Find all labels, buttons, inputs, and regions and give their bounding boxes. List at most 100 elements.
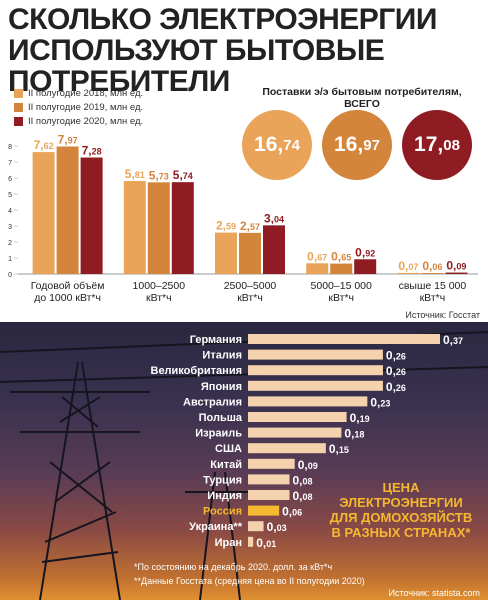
bar-2-2 [263, 225, 285, 274]
legend-label: II полугодие 2018, млн ед. [28, 87, 144, 99]
bar-value-label: 0,07 [398, 259, 418, 273]
legend-item-2018: II полугодие 2018, млн ед. [14, 86, 143, 100]
bar-1-3 [330, 263, 353, 274]
category-label: кВт*ч [328, 292, 354, 304]
bar-value-label: 7,62 [34, 138, 54, 152]
total-value-frac: 08 [443, 136, 460, 154]
bar-value-label: 0,92 [355, 245, 375, 259]
price-value-label: 0,18 [344, 427, 364, 441]
category-label: Годовой объём [31, 280, 105, 292]
bar-0-1 [123, 181, 146, 274]
bar-0-3 [306, 263, 329, 274]
bar-1-0 [56, 146, 79, 274]
price-bar-7 [248, 443, 326, 454]
price-bar-6 [248, 427, 342, 438]
bar-value-label: 5,74 [173, 168, 193, 182]
top-section: СКОЛЬКО ЭЛЕКТРОЭНЕРГИИ ИСПОЛЬЗУЮТ БЫТОВЫ… [8, 4, 488, 320]
bar-0-0 [32, 152, 55, 274]
bar-2-1 [171, 182, 194, 274]
country-label: Россия [203, 506, 242, 518]
price-bar-5 [248, 412, 347, 422]
bar-value-label: 0,65 [331, 250, 351, 264]
price-value-label: 0,26 [386, 349, 406, 363]
legend-swatch [14, 102, 23, 112]
price-title-line: ДЛЯ ДОМОХОЗЯЙСТВ [329, 510, 473, 525]
price-value-label: 0,01 [256, 536, 276, 550]
price-bar-3 [248, 380, 383, 391]
bar-0-2 [215, 232, 237, 274]
price-value-label: 0,26 [386, 380, 406, 394]
bar-value-label: 3,04 [264, 211, 284, 225]
country-label: Украина** [189, 521, 243, 533]
price-value-label: 0,08 [293, 489, 313, 503]
total-value-int: 17, [414, 133, 444, 156]
bar-0-4 [397, 272, 420, 274]
category-label: кВт*ч [146, 292, 172, 304]
totals-label: Поставки э/э бытовым потребителям, ВСЕГО [246, 86, 478, 110]
bar-2-3 [354, 259, 377, 274]
y-tick-label: 7 [8, 160, 12, 167]
category-label: свыше 15 000 [399, 280, 467, 292]
price-title-line: ЭЛЕКТРОЭНЕРГИИ [339, 495, 463, 510]
price-title-line: ЦЕНА [382, 480, 420, 495]
footnote-2: **Данные Госстата (средняя цена во II по… [134, 576, 365, 586]
price-title: ЦЕНА ЭЛЕКТРОЭНЕРГИИ ДЛЯ ДОМОХОЗЯЙСТВ В Р… [316, 480, 486, 540]
y-tick-label: 0 [8, 272, 12, 279]
bar-1-4 [421, 273, 444, 274]
bar-value-label: 7,28 [82, 144, 102, 158]
y-tick-label: 4 [8, 208, 12, 215]
legend-label: II полугодие 2020, млн ед. [28, 115, 144, 127]
legend: II полугодие 2018, млн ед. II полугодие … [14, 86, 143, 128]
country-label: Великобритания [151, 365, 243, 377]
source-statista: Источник: statista.com [388, 588, 480, 598]
bar-value-label: 2,59 [216, 219, 236, 233]
price-value-label: 0,15 [329, 442, 349, 456]
price-bar-0 [248, 334, 440, 344]
country-label: Китай [210, 459, 242, 471]
totals-label-line: Поставки э/э бытовым потребителям, [262, 86, 462, 98]
footnote-1: *По состоянию на декабрь 2020. долл. за … [134, 562, 333, 572]
country-label: Япония [201, 381, 242, 393]
category-label: кВт*ч [237, 292, 263, 304]
country-label: Израиль [195, 428, 242, 440]
bottom-section: Германия 0,37 Италия 0,26 Великобритания 0,26… [0, 322, 488, 600]
country-label: Германия [190, 334, 242, 346]
bar-1-1 [147, 182, 170, 274]
price-bar-9 [248, 474, 290, 485]
price-value-label: 0,03 [267, 520, 287, 534]
total-circle-2019: 16, 97 [322, 110, 392, 180]
bar-1-2 [239, 232, 261, 274]
country-label: Иран [215, 537, 242, 549]
price-bar-10 [248, 490, 290, 500]
y-tick-label: 8 [8, 144, 12, 151]
totals-label-line: ВСЕГО [344, 98, 380, 110]
legend-swatch [14, 116, 23, 126]
legend-item-2019: II полугодие 2019, млн ед. [14, 100, 143, 114]
category-label: 5000–15 000 [311, 280, 372, 292]
legend-item-2020: II полугодие 2020, млн ед. [14, 114, 143, 128]
price-value-label: 0,06 [282, 505, 302, 519]
y-tick-label: 3 [8, 224, 12, 231]
bar-value-label: 5,81 [125, 167, 145, 181]
price-value-label: 0,09 [298, 458, 318, 472]
price-bar-8 [248, 458, 295, 469]
y-tick-label: 6 [8, 176, 12, 183]
bar-value-label: 7,97 [58, 132, 78, 146]
page-title: СКОЛЬКО ЭЛЕКТРОЭНЕРГИИ ИСПОЛЬЗУЮТ БЫТОВЫ… [8, 4, 488, 97]
legend-swatch [14, 88, 23, 98]
country-label: Австралия [183, 396, 242, 408]
total-circle-2018: 16, 74 [242, 110, 312, 180]
price-value-label: 0,23 [370, 395, 390, 409]
price-value-label: 0,19 [350, 411, 370, 425]
total-circle-2020: 17, 08 [402, 110, 472, 180]
title-line-1: СКОЛЬКО ЭЛЕКТРОЭНЕРГИИ [8, 3, 437, 36]
total-value-int: 16, [334, 133, 364, 156]
bar-value-label: 2,57 [240, 219, 260, 233]
bar-2-4 [445, 272, 468, 274]
source-gosstat: Источник: Госстат [405, 310, 480, 320]
total-value-int: 16, [254, 133, 284, 156]
total-value-frac: 97 [363, 136, 380, 154]
price-bar-12 [248, 521, 264, 532]
category-label: кВт*ч [420, 292, 446, 304]
